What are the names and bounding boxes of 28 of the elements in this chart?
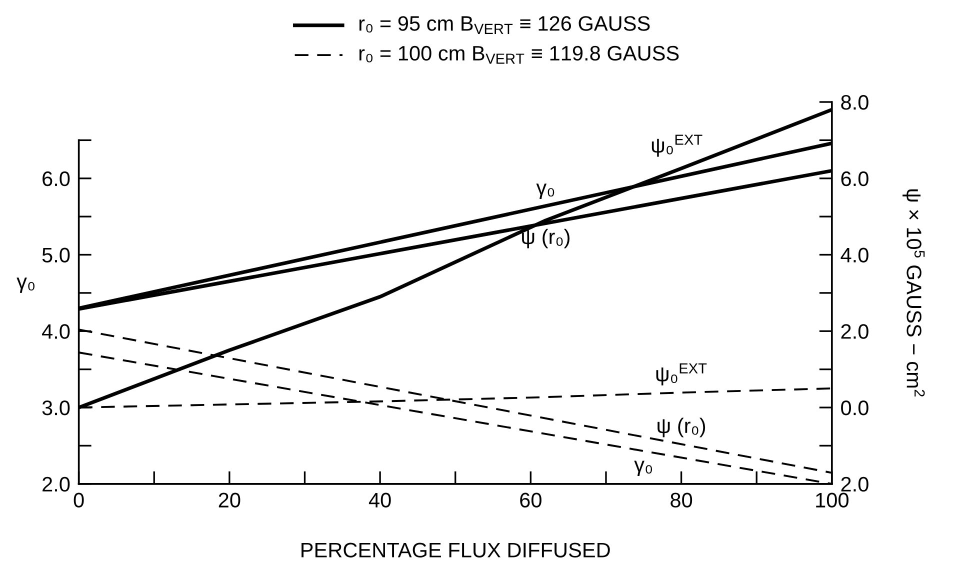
- series-label: γ₀: [536, 184, 554, 199]
- y-tick-label: 4.0: [42, 324, 70, 339]
- y-tick-label: 5.0: [42, 248, 70, 263]
- x-tick-label: 0: [74, 492, 84, 508]
- y2-tick-label: 8.0: [841, 95, 868, 110]
- series-label: ψ (r₀): [522, 228, 570, 248]
- x-tick-label: 20: [218, 492, 240, 508]
- text: r₀ = 95 cm B$_{VERT}$ ≡ 126 GAUSS: [359, 16, 650, 34]
- text: r₀ = 100 cm B$_{VERT}$ ≡ 119.8 GAUSS: [359, 46, 679, 64]
- y-tick-label: 6.0: [42, 171, 70, 186]
- x-tick-label: 40: [368, 492, 391, 508]
- y2-tick-label: 0.0: [841, 400, 868, 416]
- y2-tick-label: 2.0: [841, 476, 868, 492]
- y-axis-title: γ₀: [16, 278, 34, 293]
- x-tick-label: 60: [520, 492, 542, 508]
- y2-tick-label: 4.0: [840, 248, 868, 263]
- series-label: ψ (r₀): [658, 418, 706, 438]
- x-tick-label: 80: [670, 492, 692, 508]
- y-tick-label: 3.0: [42, 400, 70, 416]
- x-tick-label: 100: [816, 492, 848, 508]
- series-label: ψ₀$^{EXT}$: [656, 363, 707, 386]
- series-label: γ₀: [634, 460, 652, 476]
- series-label: ψ₀$^{EXT}$: [652, 134, 702, 157]
- y2-axis-title: ψ × 10$^{5}$ GAUSS − cm$^{2}$: [902, 189, 925, 396]
- y2-tick-label: 2.0: [841, 324, 868, 339]
- y2-tick-label: 6.0: [841, 171, 868, 186]
- y-tick-label: 2.0: [42, 476, 70, 492]
- x-axis-title: PERCENTAGE FLUX DIFFUSED: [302, 542, 610, 558]
